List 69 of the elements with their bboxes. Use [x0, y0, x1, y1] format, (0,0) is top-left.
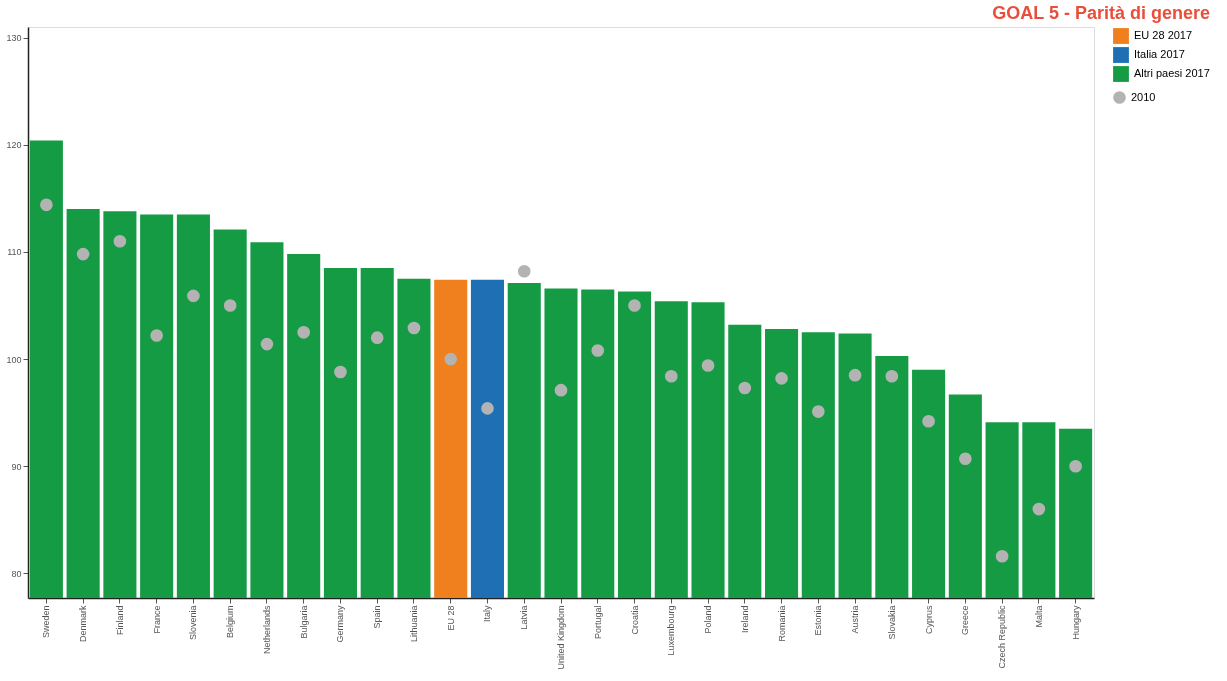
point	[1069, 459, 1082, 473]
x-tick-label: Latvia	[519, 605, 530, 630]
point	[260, 337, 274, 351]
point	[591, 344, 605, 357]
point	[407, 321, 421, 335]
point	[811, 405, 825, 418]
x-tick-label: Greece	[960, 605, 971, 636]
point	[701, 359, 715, 372]
x-tick-label: Germany	[335, 605, 346, 643]
x-tick-label: Italy	[482, 605, 493, 623]
x-tick-label: Hungary	[1070, 605, 1081, 640]
point	[223, 299, 237, 312]
x-tick-label: Croatia	[629, 605, 640, 635]
point	[1032, 502, 1046, 516]
point	[297, 326, 311, 339]
x-tick-label: Estonia	[813, 605, 824, 636]
point	[187, 289, 200, 303]
point	[959, 452, 972, 466]
x-tick-label: Slovenia	[188, 605, 199, 641]
x-tick-label: France	[151, 605, 162, 634]
x-tick-label: Sweden	[41, 605, 52, 639]
x-tick-label: Spain	[372, 605, 383, 629]
x-tick-label: Bulgaria	[298, 605, 309, 639]
x-tick-label: Finland	[114, 605, 125, 636]
x-tick-label: Luxembourg	[666, 605, 677, 656]
x-tick-label: Romania	[776, 605, 787, 642]
point	[885, 369, 899, 383]
legend-label: Italia 2017	[1134, 48, 1185, 60]
point	[334, 365, 347, 379]
x-tick-label: Netherlands	[261, 605, 272, 655]
x-tick-label: Portugal	[592, 605, 603, 640]
legend-label: 2010	[1131, 90, 1156, 103]
point	[113, 234, 127, 248]
point	[150, 329, 163, 342]
x-tick-label: Poland	[703, 605, 714, 634]
x-tick-label: United Kingdom	[556, 605, 566, 670]
x-tick-label: Slovakia	[886, 605, 897, 640]
y-tick-label: 110	[7, 247, 22, 258]
point	[628, 299, 641, 312]
y-tick-label: 120	[6, 140, 22, 151]
x-tick-label: Lithuania	[408, 605, 419, 643]
x-tick-label: EU 28	[445, 605, 456, 631]
point	[444, 352, 458, 366]
point	[76, 247, 90, 261]
x-tick-label: Belgium	[225, 605, 236, 639]
point	[481, 402, 494, 415]
point	[554, 383, 568, 397]
y-tick-label: 80	[11, 568, 22, 579]
point	[775, 372, 788, 385]
x-tick-label: Cyprus	[923, 605, 934, 635]
point	[995, 549, 1009, 563]
y-tick-label: 100	[6, 354, 22, 365]
point	[40, 198, 53, 212]
legend-label: EU 28 2017	[1134, 29, 1193, 41]
x-tick-label: Ireland	[739, 605, 750, 634]
x-tick-label: Malta	[1033, 605, 1044, 628]
point	[922, 414, 935, 428]
chart-title: GOAL 5 - Parità di genere	[992, 3, 1210, 23]
y-tick-label: 130	[6, 33, 22, 44]
legend-label: Altri paesi 2017	[1134, 67, 1210, 79]
y-tick-label: 90	[11, 461, 22, 472]
point	[738, 381, 752, 395]
point	[848, 368, 862, 382]
point	[370, 331, 384, 344]
point	[664, 369, 678, 383]
x-tick-label: Czech Republic	[997, 605, 1008, 669]
point	[517, 264, 531, 278]
x-tick-label: Denmark	[78, 605, 89, 643]
x-tick-label: Austria	[850, 605, 861, 634]
